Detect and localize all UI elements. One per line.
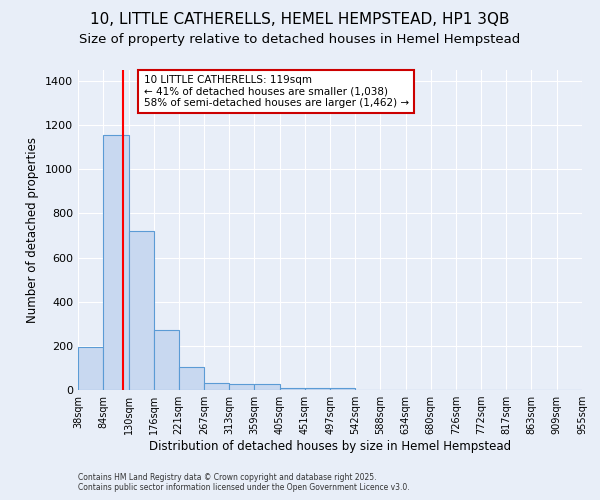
- Bar: [128, 231, 154, 390]
- Text: Contains public sector information licensed under the Open Government Licence v3: Contains public sector information licen…: [78, 482, 410, 492]
- Bar: [204, 384, 229, 390]
- Bar: [330, 388, 355, 390]
- Bar: [78, 348, 103, 390]
- X-axis label: Distribution of detached houses by size in Hemel Hempstead: Distribution of detached houses by size …: [149, 440, 511, 453]
- Bar: [179, 367, 204, 390]
- Bar: [229, 384, 254, 390]
- Bar: [103, 135, 128, 390]
- Bar: [254, 384, 280, 390]
- Text: Contains HM Land Registry data © Crown copyright and database right 2025.: Contains HM Land Registry data © Crown c…: [78, 472, 377, 482]
- Text: Size of property relative to detached houses in Hemel Hempstead: Size of property relative to detached ho…: [79, 32, 521, 46]
- Bar: [305, 388, 330, 390]
- Bar: [154, 330, 179, 390]
- Text: 10, LITTLE CATHERELLS, HEMEL HEMPSTEAD, HP1 3QB: 10, LITTLE CATHERELLS, HEMEL HEMPSTEAD, …: [90, 12, 510, 28]
- Y-axis label: Number of detached properties: Number of detached properties: [26, 137, 40, 323]
- Bar: [280, 388, 305, 390]
- Text: 10 LITTLE CATHERELLS: 119sqm
← 41% of detached houses are smaller (1,038)
58% of: 10 LITTLE CATHERELLS: 119sqm ← 41% of de…: [143, 75, 409, 108]
